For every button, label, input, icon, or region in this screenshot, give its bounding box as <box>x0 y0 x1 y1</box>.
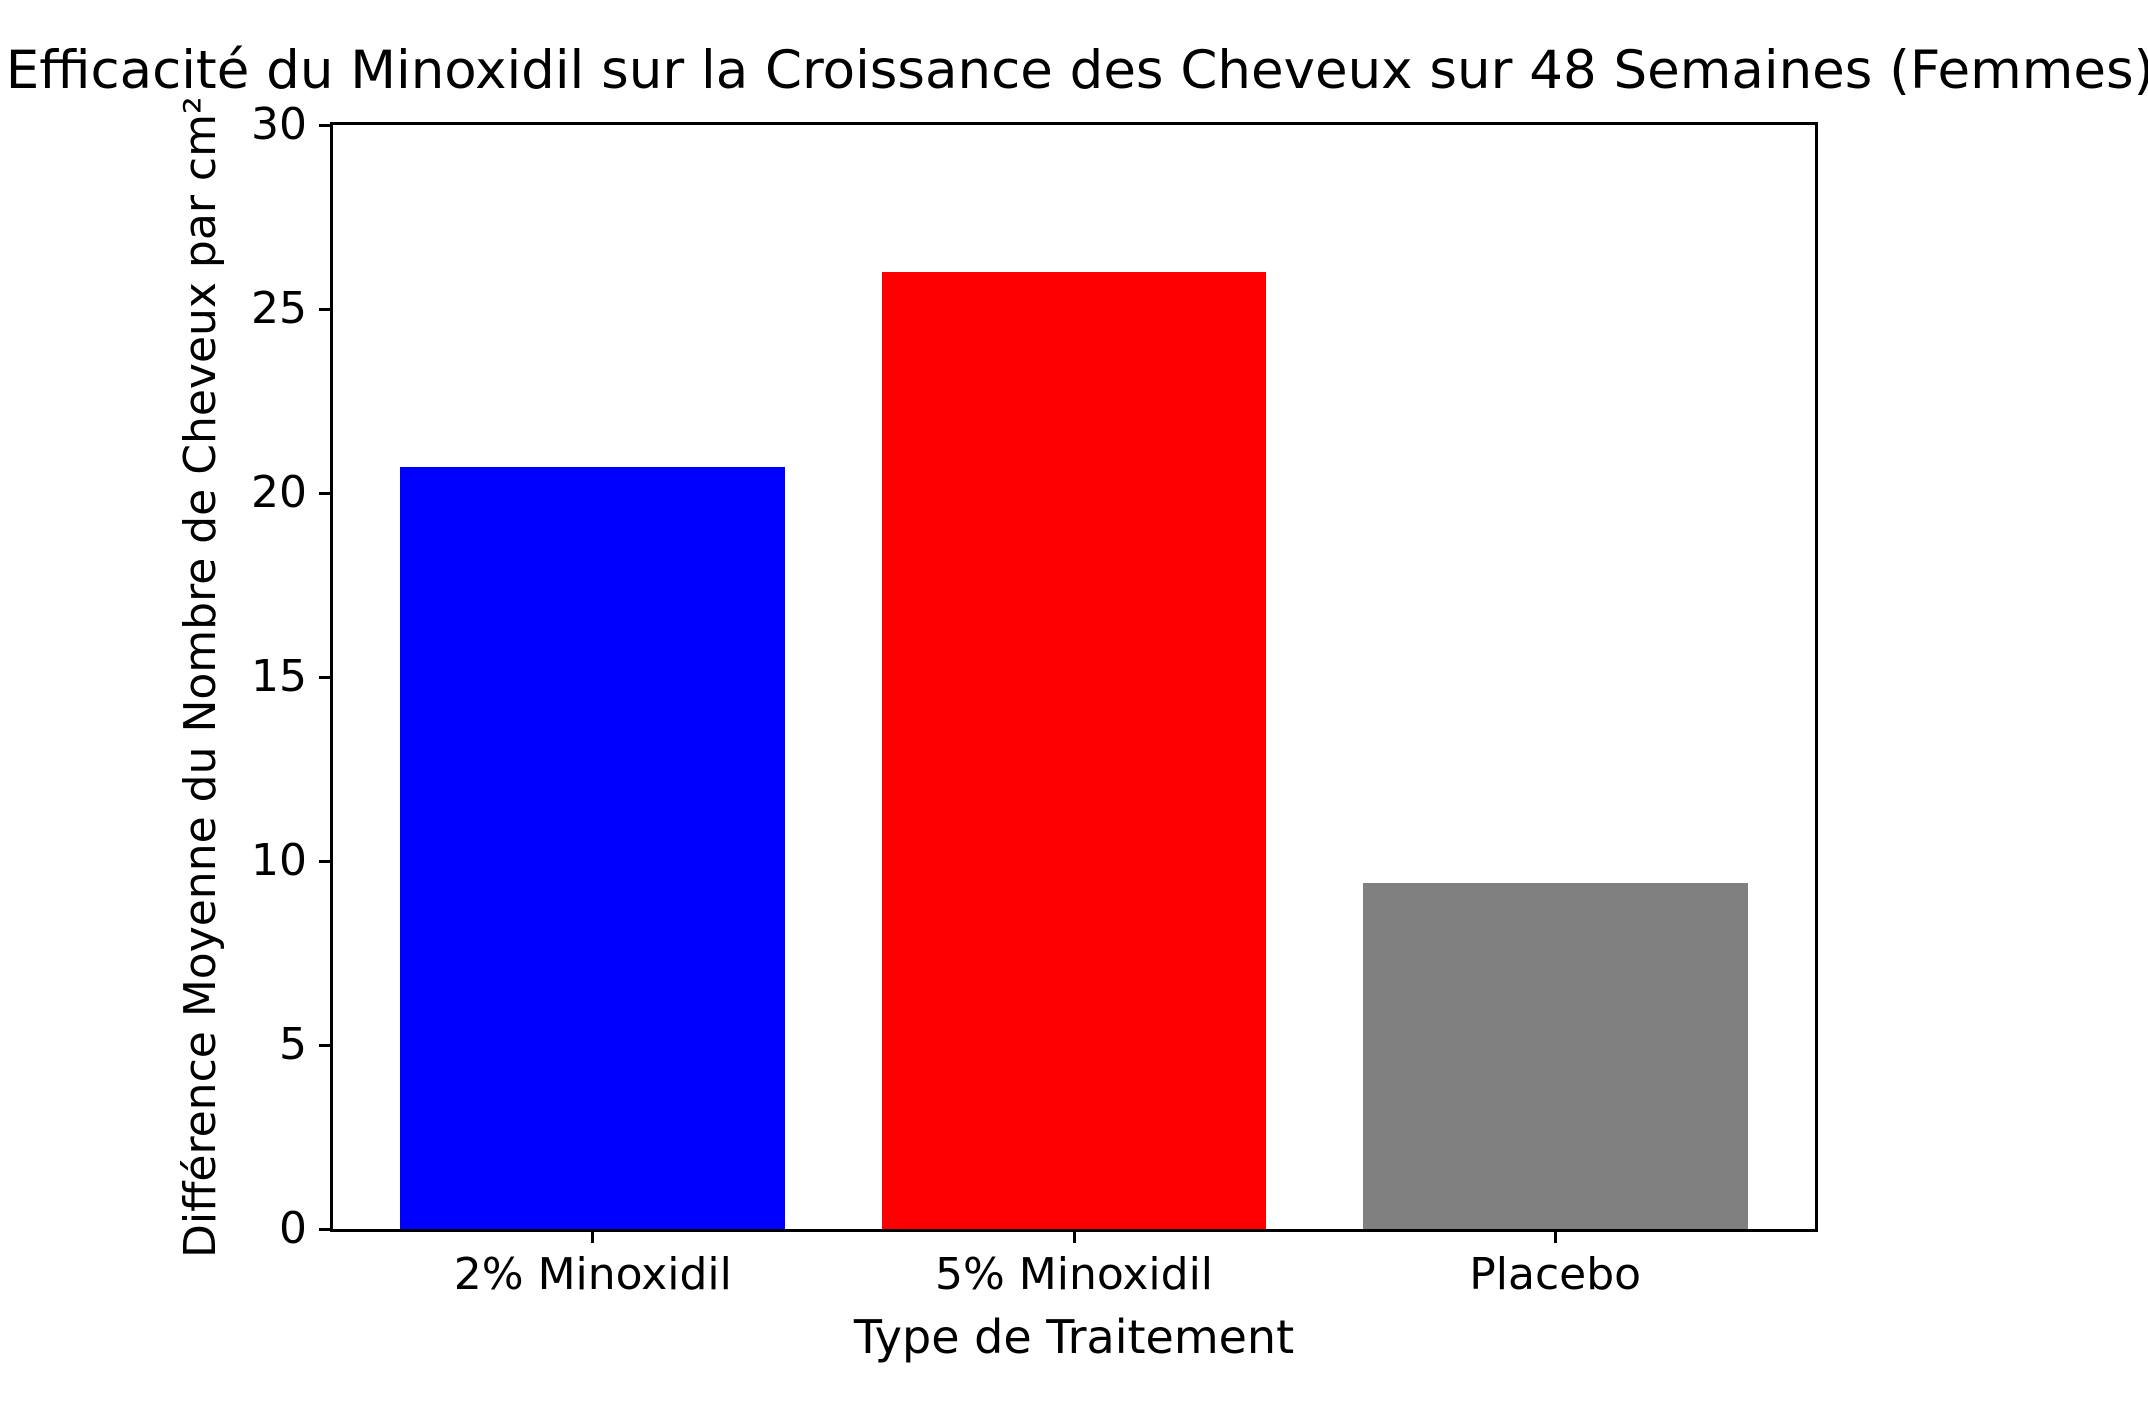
x-tick-label-placebo: Placebo <box>1469 1249 1642 1300</box>
y-tick-label: 15 <box>251 651 307 702</box>
x-tick-label-5-minoxidil: 5% Minoxidil <box>934 1249 1214 1300</box>
y-tick-mark <box>319 491 333 495</box>
chart-title: Efficacité du Minoxidil sur la Croissanc… <box>5 40 2148 101</box>
x-tick-mark <box>591 1229 595 1243</box>
y-tick-label: 5 <box>279 1019 307 1071</box>
y-tick-mark <box>319 1043 333 1047</box>
y-tick-label: 20 <box>251 467 307 519</box>
y-axis-label: Différence Moyenne du Nombre de Cheveux … <box>174 96 226 1258</box>
y-tick-label: 10 <box>251 835 307 887</box>
bar-5-minoxidil <box>881 272 1267 1229</box>
x-axis-label: Type de Traitement <box>853 1310 1295 1364</box>
y-tick-mark <box>319 675 333 679</box>
y-tick-mark <box>319 307 333 311</box>
bar-placebo <box>1362 883 1748 1229</box>
x-tick-label-2-minoxidil: 2% Minoxidil <box>453 1249 732 1300</box>
plot-area: 2% Minoxidil 5% Minoxidil Placebo 0 5 10 15 20 2… <box>251 103 1818 1297</box>
y-tick-mark <box>319 1227 333 1231</box>
y-tick-label: 0 <box>279 1203 307 1254</box>
x-tick-mark <box>1553 1229 1557 1243</box>
x-tick-mark <box>1072 1229 1076 1243</box>
y-tick-label: 25 <box>251 283 307 334</box>
y-tick-mark <box>319 123 333 127</box>
y-tick-mark <box>319 859 333 863</box>
y-tick-label: 30 <box>251 99 307 150</box>
bar-2-minoxidil <box>400 467 786 1229</box>
